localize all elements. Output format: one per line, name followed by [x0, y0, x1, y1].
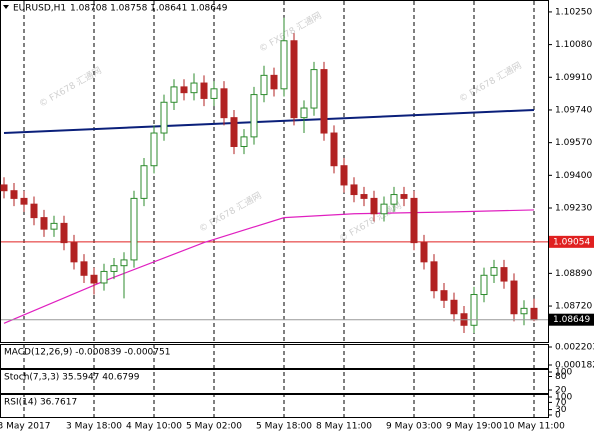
candle-body	[210, 88, 218, 99]
candle-body	[440, 290, 448, 301]
candle-body	[150, 132, 158, 167]
stoch-frame	[0, 369, 549, 394]
panel-tick-label: 80	[555, 372, 567, 382]
candle-body	[240, 136, 248, 147]
candle-body	[190, 82, 198, 94]
x-tick-label: 5 May 18:00	[256, 422, 312, 432]
candle-body	[20, 197, 28, 205]
candle-body	[220, 88, 228, 119]
panel-tick-label: 0	[555, 411, 561, 421]
x-tick-label: 9 May 19:00	[446, 422, 502, 432]
x-tick-label: 5 May 02:00	[186, 422, 242, 432]
candle-body	[60, 222, 68, 244]
y-tick-label: 1.09910	[555, 73, 592, 83]
y-tick-label: 1.09230	[555, 204, 592, 214]
candle-body	[280, 40, 288, 90]
y-tick-label: 1.10250	[555, 7, 592, 17]
candle-body	[40, 217, 48, 230]
panel-tick-label: 100	[555, 393, 572, 403]
main-frame	[0, 0, 549, 343]
last-price-label: 1.08649	[553, 315, 590, 325]
candle-body	[180, 86, 188, 94]
panel-label: MACD(12,26,9) -0.000839 -0.000751	[4, 348, 170, 358]
candle-body	[430, 261, 438, 292]
candle-body	[160, 101, 168, 134]
candle-body	[450, 299, 458, 315]
level-label: 1.09054	[553, 237, 590, 247]
candle-body	[130, 197, 138, 261]
candle-body	[70, 242, 78, 263]
panel-label: RSI(14) 36.7617	[4, 398, 77, 408]
candle-body	[230, 117, 238, 147]
panel-tick-label: 100	[555, 368, 572, 378]
candle-body	[10, 190, 18, 199]
candle-body	[200, 82, 208, 99]
y-tick-label: 1.09740	[555, 105, 592, 115]
candle-body	[30, 203, 38, 219]
candle-body	[510, 280, 518, 315]
level-tag	[549, 235, 594, 248]
candle-body	[140, 165, 148, 199]
candle-body	[120, 259, 128, 267]
rsi-frame	[0, 394, 549, 418]
macd-frame	[0, 344, 549, 369]
candle-body	[260, 74, 268, 96]
candle-body	[170, 86, 178, 103]
candle-body	[100, 270, 108, 284]
candle-body	[370, 197, 378, 215]
panel-tick-label: 30	[555, 405, 567, 415]
candle-body	[400, 194, 408, 199]
candle-body	[320, 69, 328, 134]
symbol: EURUSD,H1	[13, 4, 66, 14]
y-tick-label: 1.09400	[555, 171, 592, 181]
candle-body	[110, 265, 118, 272]
candle-body	[310, 69, 318, 109]
candle-body	[470, 294, 478, 326]
candle-body	[520, 307, 528, 315]
panel-tick-label: 70	[555, 398, 567, 408]
candle-body	[500, 267, 508, 282]
candle-body	[380, 203, 388, 215]
x-tick-label: 4 May 10:00	[126, 422, 182, 432]
candle-body	[0, 184, 8, 192]
candle-body	[340, 165, 348, 186]
panel-tick-label: 0.002203	[555, 343, 594, 353]
candle-body	[80, 261, 88, 276]
candle-body	[330, 132, 338, 167]
candle-body	[360, 194, 368, 199]
candle-body	[300, 107, 308, 119]
candle-body	[290, 40, 298, 119]
quote: 1.08708 1.08758 1.08641 1.08649	[70, 4, 228, 14]
panel-tick-label: 0.000182	[555, 361, 594, 371]
candle-body	[390, 194, 398, 205]
y-tick-label: 1.10080	[555, 40, 592, 50]
x-tick-label: 8 May 11:00	[316, 422, 372, 432]
candle-body	[350, 184, 358, 196]
candle-body	[410, 197, 418, 244]
candle-body	[480, 274, 488, 296]
y-tick-label: 1.08720	[555, 302, 592, 312]
y-tick-label: 1.09570	[555, 138, 592, 148]
panel-tick-label: 20	[555, 386, 567, 396]
panel-label: Stoch(7,3,3) 35.5947 40.6799	[4, 373, 140, 383]
candle-body	[90, 274, 98, 284]
last-price-tag	[549, 313, 594, 326]
candle-body	[420, 242, 428, 263]
candle-body	[50, 222, 58, 230]
y-tick-label: 1.08890	[555, 269, 592, 279]
long-ma	[3, 108, 535, 135]
menu-arrow	[3, 5, 9, 9]
x-tick-label: 3 May 18:00	[66, 422, 122, 432]
candle-body	[490, 267, 498, 276]
x-tick-label: 9 May 03:00	[386, 422, 442, 432]
x-tick-label: 3 May 2017	[0, 422, 50, 432]
candle-body	[270, 74, 278, 90]
candle-body	[250, 94, 258, 138]
x-tick-label: 10 May 11:00	[503, 422, 565, 432]
candle-body	[530, 307, 538, 321]
